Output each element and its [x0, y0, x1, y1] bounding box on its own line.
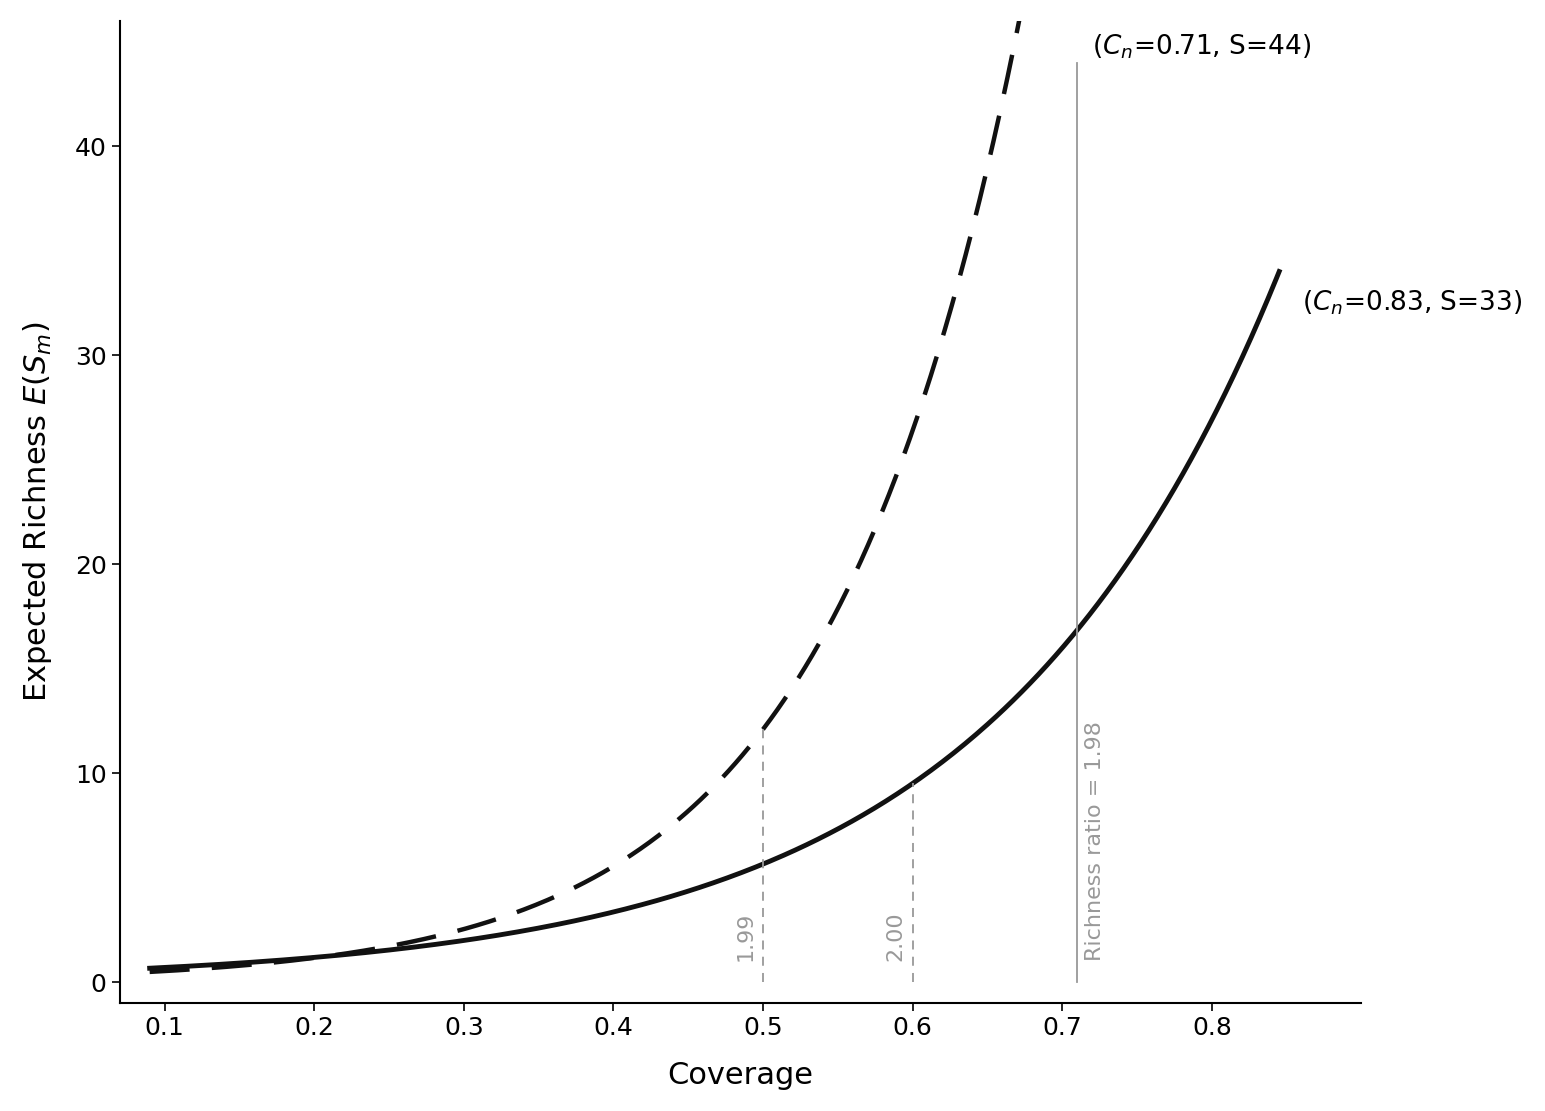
- Text: ($C_n$=0.71, S=44): ($C_n$=0.71, S=44): [1092, 32, 1312, 60]
- Text: 2.00: 2.00: [885, 912, 905, 961]
- Text: 1.99: 1.99: [735, 912, 756, 961]
- Text: Richness ratio = 1.98: Richness ratio = 1.98: [1085, 721, 1105, 961]
- Text: ($C_n$=0.83, S=33): ($C_n$=0.83, S=33): [1301, 289, 1522, 318]
- Y-axis label: Expected Richness $E(S_m)$: Expected Richness $E(S_m)$: [20, 321, 54, 702]
- X-axis label: Coverage: Coverage: [667, 1061, 814, 1090]
